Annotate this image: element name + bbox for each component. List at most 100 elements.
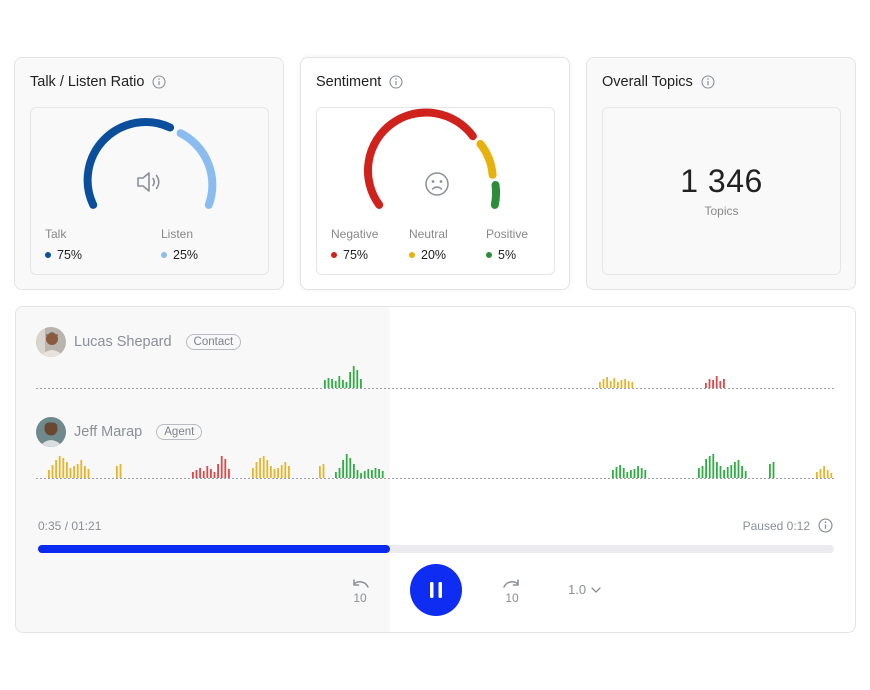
waveform-bar [599,382,601,388]
waveform-bar [319,466,321,478]
speaker-name: Lucas Shepard [74,334,172,350]
waveform-bar [622,468,625,478]
speaker-volume-icon [137,172,160,192]
waveform-bar [255,462,258,478]
waveform-bar [220,456,223,478]
waveform-bar [705,459,707,478]
waveform-bar [719,381,722,388]
waveform-bar [715,376,718,388]
waveform-bar [338,468,341,478]
waveform-bar [730,465,733,478]
info-icon[interactable] [152,75,167,89]
talk-listen-title: Talk / Listen Ratio [30,74,145,90]
waveform-bar [335,472,337,478]
progress-fill [38,545,390,553]
waveform-bar [199,468,201,478]
waveform-bar [277,468,279,478]
rewind-icon: 10 [353,579,369,605]
waveform-bar [116,466,118,478]
waveform-bar [734,462,736,478]
progress-bar[interactable] [38,545,834,553]
forward-10-button[interactable]: 10 [498,577,526,605]
waveform-bar [284,462,287,478]
info-icon[interactable] [389,75,403,89]
waveform-bar [633,469,636,478]
waveform-bar [612,470,614,478]
waveform-bar [331,379,333,388]
forward-icon: 10 [503,579,519,605]
listen-legend: Listen 25% [161,227,199,262]
speaker-row-contact: Lucas Shepard Contact [36,327,242,357]
waveform-bar [371,470,373,478]
waveform-bar [356,370,359,388]
pause-button[interactable] [410,564,462,616]
waveform-bar [334,381,337,388]
topics-card: Overall Topics 1 346 Topics [586,57,856,290]
waveform-bar [726,467,729,478]
waveform-bar [327,378,330,388]
waveform-bar [830,473,833,478]
waveform-bar [262,456,265,478]
waveform-bar [228,469,230,478]
waveform-bar [701,466,704,478]
waveform-bar [195,470,198,478]
waveform-bar [624,379,626,388]
call-player: Lucas Shepard Contact Jeff Marap Agent 0… [15,306,856,633]
waveform-bar [374,468,377,478]
paused-text: Paused 0:12 [742,518,810,533]
rewind-10-button[interactable]: 10 [346,577,374,605]
waveform-bar [345,454,348,478]
sentiment-title: Sentiment [316,74,382,90]
waveform-bar [816,472,818,478]
info-icon[interactable] [818,518,833,533]
waveform-bar [723,379,725,388]
speed-value: 1.0 [568,582,587,597]
waveform-bar [353,464,355,478]
talk-arc [83,118,175,209]
waveform-bar [619,465,621,478]
playback-speed-select[interactable]: 1.0 [568,582,601,597]
sentiment-panel: Negative 75% Neutral 20% Positive 5% [316,107,555,275]
positive-arc [490,181,501,209]
role-badge: Agent [156,424,203,440]
paused-indicator: Paused 0:12 [743,518,833,533]
sentiment-card: Sentiment Negative 75% Neutral 20% [300,57,570,290]
talk-listen-panel: Talk 75% Listen 25% [30,107,269,275]
waveform-bar [66,462,68,478]
waveform-bar [823,466,825,478]
waveform-bar [360,473,362,478]
chevron-down-icon [591,586,601,593]
waveform-bar [224,459,227,478]
waveform-bar [769,464,771,478]
waveform-bar [644,470,647,478]
waveform-bar [737,460,740,478]
waveform-bar [76,464,79,478]
waveform-bar [826,470,829,478]
waveform-bar [708,456,711,478]
waveform-bar [73,466,75,478]
waveform-bar [617,382,619,388]
neutral-dot [409,252,415,258]
waveform-bar [627,381,630,388]
waveform-bar [202,471,205,478]
waveform-bar [708,379,711,388]
topics-label: Topics [704,204,739,218]
waveform-bar [48,470,50,478]
waveform-bar [349,372,351,388]
waveform-bar [360,379,362,388]
waveform-bar [349,458,352,478]
agent-waveform[interactable] [36,447,836,479]
waveform-bar [609,381,612,388]
waveform-bar [378,469,380,478]
waveform-bar [80,460,83,478]
waveform-bar [192,472,194,478]
waveform-bar [819,469,822,478]
contact-waveform[interactable] [36,357,836,389]
role-badge: Contact [185,334,242,350]
waveform-bar [55,460,57,478]
waveform-bar [206,466,209,478]
waveform-bar [84,466,86,478]
waveform-bar [342,380,344,388]
info-icon[interactable] [701,75,715,89]
waveform-bar [259,458,261,478]
